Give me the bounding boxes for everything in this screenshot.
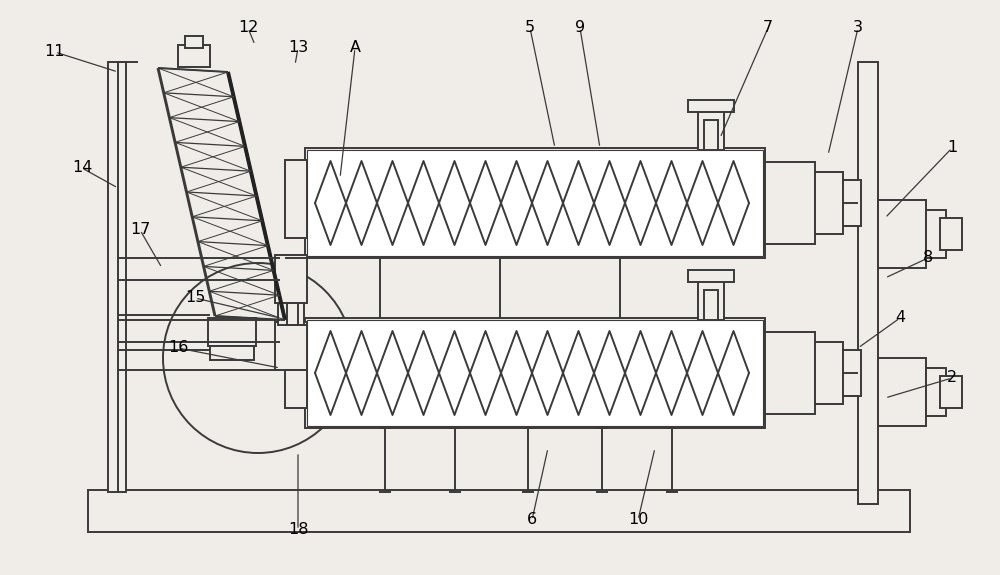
Bar — [926, 368, 946, 416]
Bar — [765, 332, 815, 414]
Bar — [858, 62, 878, 504]
Bar — [926, 210, 946, 258]
Bar — [305, 318, 765, 428]
Bar — [208, 318, 256, 346]
Bar — [285, 160, 307, 238]
Text: 2: 2 — [947, 370, 957, 385]
Bar — [688, 270, 734, 282]
Text: 10: 10 — [628, 512, 648, 527]
Bar — [688, 100, 734, 112]
Text: 18: 18 — [288, 523, 308, 538]
Text: 3: 3 — [853, 21, 863, 36]
Text: 9: 9 — [575, 21, 585, 36]
Text: 4: 4 — [895, 310, 905, 325]
Text: 17: 17 — [130, 223, 150, 237]
Bar — [878, 358, 926, 426]
Bar — [275, 255, 307, 303]
Bar — [698, 108, 724, 150]
Text: 11: 11 — [45, 44, 65, 59]
Bar — [178, 45, 210, 67]
Bar — [815, 172, 843, 234]
Bar — [185, 36, 203, 48]
Bar — [108, 62, 126, 492]
Text: 8: 8 — [923, 251, 933, 266]
Bar — [698, 278, 724, 320]
Text: 1: 1 — [947, 140, 957, 155]
Bar — [307, 320, 763, 426]
Text: 5: 5 — [525, 21, 535, 36]
Text: 16: 16 — [168, 340, 188, 355]
Bar — [940, 218, 962, 250]
Bar — [285, 330, 307, 408]
Bar — [275, 322, 307, 370]
Bar — [878, 200, 926, 268]
Bar — [704, 290, 718, 320]
Bar — [765, 162, 815, 244]
Bar — [307, 150, 763, 256]
Text: 6: 6 — [527, 512, 537, 527]
Text: 14: 14 — [72, 160, 92, 175]
Bar — [88, 490, 910, 532]
Bar — [305, 148, 765, 258]
Bar — [843, 350, 861, 396]
Bar — [278, 303, 304, 325]
Text: A: A — [350, 40, 360, 56]
Bar — [704, 120, 718, 150]
Bar — [843, 180, 861, 226]
Bar — [940, 376, 962, 408]
Bar — [210, 346, 254, 360]
Bar — [815, 342, 843, 404]
Text: 13: 13 — [288, 40, 308, 56]
Text: 15: 15 — [185, 290, 205, 305]
Text: 12: 12 — [238, 21, 258, 36]
Text: 7: 7 — [763, 21, 773, 36]
